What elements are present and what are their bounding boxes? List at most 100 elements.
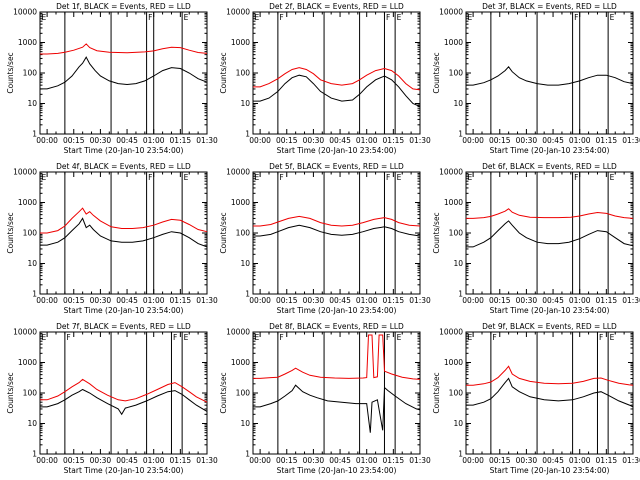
x-tick-label: 01:00	[143, 456, 165, 465]
x-tick-label: 00:45	[116, 456, 138, 465]
x-tick-label: 00:30	[90, 296, 112, 305]
y-tick-label: 1000	[231, 38, 250, 47]
event-marker-label: F	[279, 13, 283, 22]
y-tick-label: 10000	[13, 8, 37, 17]
series-events-line	[253, 384, 421, 433]
x-tick-label: 00:15	[489, 136, 511, 145]
x-tick-label: 01:30	[622, 456, 640, 465]
x-tick-label: 00:45	[542, 136, 564, 145]
x-tick-label: 00:00	[462, 136, 484, 145]
series-lld-line	[40, 43, 208, 55]
event-marker-label: E	[255, 13, 260, 22]
event-marker-label: F	[279, 333, 283, 342]
y-tick-label: 10	[27, 419, 37, 428]
x-tick-label: 01:00	[143, 296, 165, 305]
x-tick-label: 00:30	[516, 456, 538, 465]
y-tick-label: 100	[23, 389, 38, 398]
event-marker-label: F	[148, 173, 152, 182]
event-marker-label: E	[184, 173, 189, 182]
x-tick-label: 01:00	[356, 136, 378, 145]
y-tick-label: 1	[458, 130, 463, 139]
series-events-line	[466, 220, 634, 248]
x-axis-title: Start Time (20-Jan-10 23:54:00)	[64, 306, 184, 315]
panel-title: Det 8f, BLACK = Events, RED = LLD	[269, 322, 404, 331]
event-marker-label: F	[66, 333, 70, 342]
event-marker-label: E	[42, 13, 47, 22]
y-tick-label: 1000	[18, 198, 37, 207]
y-tick-label: 1	[32, 130, 37, 139]
y-tick-label: 1000	[18, 38, 37, 47]
x-tick-label: 01:30	[622, 296, 640, 305]
x-tick-label: 01:30	[196, 456, 218, 465]
event-marker-label: F	[279, 173, 283, 182]
x-tick-label: 00:00	[462, 296, 484, 305]
x-axis-title: Start Time (20-Jan-10 23:54:00)	[277, 466, 397, 475]
x-tick-label: 00:00	[36, 456, 58, 465]
y-tick-label: 10	[240, 259, 250, 268]
y-tick-label: 1000	[231, 358, 250, 367]
x-tick-label: 00:30	[303, 456, 325, 465]
y-tick-label: 100	[23, 229, 38, 238]
panel-title: Det 7f, BLACK = Events, RED = LLD	[56, 322, 191, 331]
x-tick-label: 00:45	[542, 296, 564, 305]
x-tick-label: 00:15	[63, 136, 85, 145]
event-marker-label: E	[42, 173, 47, 182]
x-tick-label: 00:15	[276, 456, 298, 465]
x-tick-label: 00:15	[276, 296, 298, 305]
y-tick-label: 10	[453, 419, 463, 428]
panel-det-4: Det 4f, BLACK = Events, RED = LLD 1 10 100 1…	[6, 162, 218, 315]
x-tick-label: 00:15	[63, 296, 85, 305]
series-lld-line	[466, 365, 634, 386]
x-tick-label: 00:30	[516, 296, 538, 305]
series-lld-line	[253, 215, 421, 227]
event-marker-label: E	[255, 333, 260, 342]
x-tick-label: 01:15	[596, 136, 618, 145]
y-tick-label: 1	[32, 290, 37, 299]
y-tick-label: 1000	[444, 38, 463, 47]
x-tick-label: 01:00	[569, 456, 591, 465]
event-marker-label: F	[386, 13, 390, 22]
x-tick-label: 00:15	[276, 136, 298, 145]
y-tick-label: 1	[458, 290, 463, 299]
y-tick-label: 10000	[226, 328, 250, 337]
event-marker-label: F	[492, 333, 496, 342]
x-tick-label: 01:30	[196, 136, 218, 145]
x-tick-label: 01:15	[596, 456, 618, 465]
x-tick-label: 01:15	[170, 456, 192, 465]
event-marker-label: E	[610, 13, 615, 22]
event-marker-label: E	[468, 333, 473, 342]
event-marker-label: F	[173, 333, 177, 342]
panel-title: Det 6f, BLACK = Events, RED = LLD	[482, 162, 617, 171]
event-marker-label: E	[184, 13, 189, 22]
panel-title: Det 2f, BLACK = Events, RED = LLD	[269, 2, 404, 11]
x-tick-label: 01:30	[409, 456, 431, 465]
y-axis-label: Counts/sec	[6, 52, 15, 93]
event-marker-label: E	[468, 13, 473, 22]
y-tick-label: 1	[245, 450, 250, 459]
x-axis-title: Start Time (20-Jan-10 23:54:00)	[490, 306, 610, 315]
x-tick-label: 00:15	[63, 456, 85, 465]
x-tick-label: 01:00	[569, 136, 591, 145]
x-tick-label: 01:15	[170, 136, 192, 145]
x-tick-label: 00:00	[36, 136, 58, 145]
y-tick-label: 1000	[18, 358, 37, 367]
y-axis-label: Counts/sec	[219, 372, 228, 413]
y-tick-label: 10	[453, 99, 463, 108]
x-tick-label: 00:30	[516, 136, 538, 145]
y-axis-label: Counts/sec	[6, 212, 15, 253]
y-tick-label: 100	[236, 69, 251, 78]
x-tick-label: 00:15	[489, 456, 511, 465]
x-tick-label: 01:15	[383, 136, 405, 145]
panel-det-7: Det 7f, BLACK = Events, RED = LLD 1 10 100 1…	[6, 322, 218, 475]
x-tick-label: 00:45	[116, 136, 138, 145]
x-axis-title: Start Time (20-Jan-10 23:54:00)	[490, 146, 610, 155]
y-tick-label: 100	[23, 69, 38, 78]
x-tick-label: 00:45	[542, 456, 564, 465]
panel-title: Det 1f, BLACK = Events, RED = LLD	[56, 2, 191, 11]
x-tick-label: 00:30	[90, 136, 112, 145]
event-marker-label: F	[386, 173, 390, 182]
x-tick-label: 00:45	[329, 296, 351, 305]
x-tick-label: 00:30	[303, 296, 325, 305]
panel-title: Det 4f, BLACK = Events, RED = LLD	[56, 162, 191, 171]
